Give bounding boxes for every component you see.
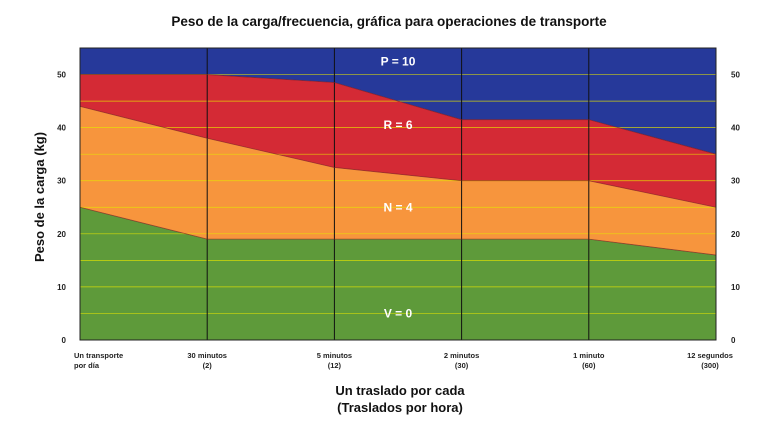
y-tick-label-left: 50	[57, 71, 66, 80]
zone-p-label: P = 10	[381, 54, 416, 68]
x-tick-label: (2)	[203, 361, 213, 370]
y-tick-label-left: 20	[57, 230, 66, 239]
y-tick-label-right: 50	[731, 71, 740, 80]
y-tick-label-left: 0	[62, 336, 67, 345]
plot-frame	[79, 47, 717, 341]
boundary-line	[80, 74, 717, 155]
boundary-line	[79, 206, 717, 256]
x-tick-label: (300)	[701, 361, 719, 370]
x-tick-label: por día	[74, 361, 100, 370]
y-tick-label-left: 30	[57, 177, 66, 186]
x-tick-label: Un transporte	[74, 351, 123, 360]
x-tick-label: (30)	[455, 361, 469, 370]
x-tick-label: (60)	[582, 361, 596, 370]
zone-n-label: N = 4	[383, 200, 412, 214]
zone-r-label: R = 6	[383, 118, 412, 132]
chart-title: Peso de la carga/frecuencia, gráfica par…	[171, 14, 607, 29]
plot-area: V = 0 N = 4 R = 6 P = 10	[79, 47, 717, 341]
x-tick-label: 30 minutos	[187, 351, 227, 360]
zone-v-area	[80, 207, 716, 340]
x-tick-label: 5 minutos	[317, 351, 352, 360]
y-tick-label-right: 30	[731, 177, 740, 186]
x-tick-label: 12 segundos	[687, 351, 733, 360]
boundary-line	[79, 106, 717, 208]
x-axis-title-line-1: Un traslado por cada	[335, 383, 465, 398]
y-axis-title: Peso de la carga (kg)	[32, 132, 47, 262]
y-tick-label-right: 0	[731, 336, 736, 345]
zone-v-label: V = 0	[384, 306, 413, 320]
zone-r-area	[80, 74, 716, 208]
x-tick-label: (12)	[328, 361, 342, 370]
x-tick-label: 2 minutos	[444, 351, 479, 360]
x-tick-label: 1 minuto	[573, 351, 605, 360]
y-tick-label-right: 20	[731, 230, 740, 239]
x-axis-title-line-2: (Traslados por hora)	[337, 400, 463, 415]
y-tick-label-left: 10	[57, 283, 66, 292]
y-axis-left: 0 10 20 30 40 50	[57, 71, 66, 345]
y-tick-label-right: 10	[731, 283, 740, 292]
y-tick-label-right: 40	[731, 124, 740, 133]
y-axis-right: 0 10 20 30 40 50	[731, 71, 740, 345]
y-tick-label-left: 40	[57, 124, 66, 133]
